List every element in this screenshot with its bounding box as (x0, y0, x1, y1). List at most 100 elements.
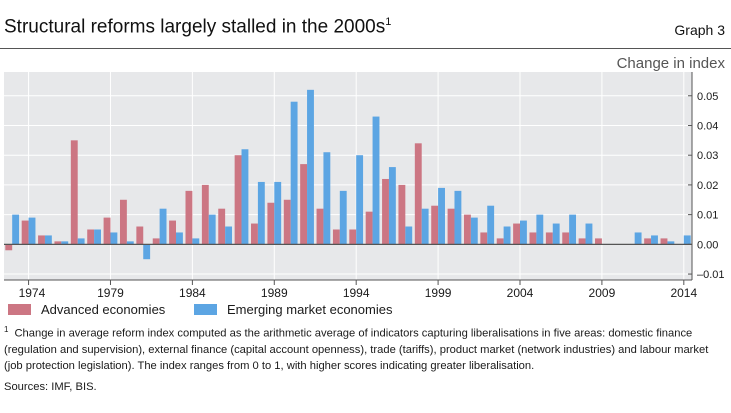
footnote: 1 Change in average reform index computed… (4, 322, 728, 374)
bar-advanced-2007 (562, 232, 570, 245)
plot-background (4, 72, 692, 280)
bar-emerging-1993 (339, 190, 347, 245)
bar-emerging-2013 (667, 241, 675, 245)
bar-advanced-2003 (496, 238, 504, 245)
x-tick-label-1994: 1994 (343, 286, 370, 297)
bar-emerging-2014 (683, 235, 691, 245)
unit-label: Change in index (616, 55, 725, 72)
bar-advanced-2005 (529, 232, 537, 245)
bar-emerging-1987 (241, 149, 249, 245)
y-tick-label-1: 0.00 (697, 239, 718, 251)
legend-label-emerging: Emerging market economies (227, 302, 393, 317)
bar-emerging-1983 (176, 232, 183, 245)
legend-label-advanced: Advanced economies (41, 302, 166, 317)
bar-emerging-1989 (274, 181, 282, 245)
y-tick-label-5: 0.04 (697, 120, 718, 132)
bar-advanced-1975 (38, 235, 45, 245)
bar-emerging-1992 (323, 152, 331, 245)
bar-emerging-1978 (94, 229, 101, 245)
bar-advanced-2013 (660, 238, 668, 245)
x-tick-label-1984: 1984 (179, 286, 206, 297)
x-tick-label-1979: 1979 (97, 286, 124, 297)
title-footnote-mark: 1 (385, 16, 392, 28)
bar-advanced-1992 (316, 208, 324, 245)
bar-emerging-1984 (192, 238, 200, 245)
y-tick-label-4: 0.03 (697, 150, 718, 162)
y-tick-label-0: –0.01 (697, 269, 725, 281)
bar-emerging-1990 (290, 101, 298, 245)
bar-advanced-1996 (382, 178, 389, 245)
x-tick-label-1989: 1989 (261, 286, 288, 297)
bar-emerging-1973 (12, 214, 20, 245)
x-tick-label-2014: 2014 (670, 286, 697, 297)
bar-advanced-2012 (644, 238, 652, 245)
bar-advanced-2004 (513, 223, 520, 245)
bar-advanced-1977 (70, 140, 78, 245)
legend-swatch-emerging (194, 304, 217, 315)
bar-emerging-2006 (552, 223, 560, 245)
bar-emerging-1980 (126, 241, 134, 245)
bar-advanced-1989 (267, 202, 275, 245)
bar-advanced-1976 (54, 241, 62, 245)
chart-title: Structural reforms largely stalled in th… (4, 16, 392, 38)
header-divider (0, 48, 731, 49)
bar-chart: –0.01 0.00 0.01 0.02 0.03 0.04 0.05 1974 1979 198… (4, 72, 725, 297)
bar-advanced-1973 (5, 244, 13, 251)
bar-emerging-1995 (372, 116, 380, 245)
y-tick-label-6: 0.05 (697, 91, 718, 103)
bar-advanced-2008 (578, 238, 586, 245)
bar-emerging-1982 (159, 208, 167, 245)
bar-emerging-2007 (569, 214, 577, 245)
bar-advanced-1974 (21, 220, 29, 245)
bar-advanced-1991 (300, 164, 308, 245)
bar-emerging-1997 (405, 226, 413, 245)
bar-emerging-1996 (388, 167, 396, 245)
x-tick-label-2009: 2009 (589, 286, 616, 297)
bar-emerging-2012 (651, 235, 658, 245)
legend-item-emerging: Emerging market economies (194, 302, 392, 317)
bar-advanced-1995 (365, 211, 373, 245)
bar-advanced-2009 (595, 238, 602, 245)
bar-emerging-1986 (225, 226, 233, 245)
bar-advanced-1982 (152, 238, 160, 245)
bar-emerging-2011 (634, 232, 642, 245)
bar-advanced-2002 (480, 232, 488, 245)
bar-advanced-1980 (119, 199, 127, 245)
bar-emerging-1975 (44, 235, 52, 245)
bar-emerging-1985 (208, 214, 216, 245)
bar-advanced-1979 (103, 217, 111, 245)
bar-emerging-1998 (421, 208, 429, 245)
bar-advanced-1978 (87, 229, 95, 245)
bar-emerging-2000 (454, 190, 462, 245)
bar-emerging-2002 (487, 205, 495, 245)
bar-emerging-1994 (356, 155, 364, 245)
bar-emerging-2001 (470, 217, 478, 245)
sources: Sources: IMF, BIS. (4, 381, 97, 393)
y-tick-label-2: 0.01 (697, 210, 718, 222)
legend-swatch-advanced (8, 304, 31, 315)
bar-emerging-1979 (110, 232, 118, 245)
bar-advanced-2000 (447, 208, 455, 245)
bar-advanced-1981 (136, 226, 144, 245)
bar-emerging-2008 (585, 223, 593, 245)
bar-emerging-2003 (503, 226, 511, 245)
bar-emerging-1976 (61, 241, 69, 245)
bar-emerging-1981 (143, 244, 151, 260)
y-tick-label-3: 0.02 (697, 180, 718, 192)
bar-emerging-2005 (536, 214, 544, 245)
x-tick-label-2004: 2004 (507, 286, 534, 297)
bar-advanced-1987 (234, 155, 242, 245)
bar-advanced-1993 (332, 229, 340, 245)
bar-advanced-1984 (185, 190, 193, 245)
bar-emerging-1974 (28, 217, 36, 245)
bar-advanced-1994 (349, 229, 357, 245)
bar-advanced-1986 (218, 208, 226, 245)
bar-advanced-1988 (251, 223, 258, 245)
footnote-text: Change in average reform index computed … (4, 327, 709, 372)
bar-advanced-1999 (431, 205, 439, 245)
bar-advanced-2006 (545, 232, 553, 245)
legend-item-advanced: Advanced economies (8, 302, 165, 317)
chart-header: Structural reforms largely stalled in th… (0, 0, 731, 48)
bar-emerging-1988 (257, 181, 265, 245)
x-tick-label-1974: 1974 (19, 286, 46, 297)
